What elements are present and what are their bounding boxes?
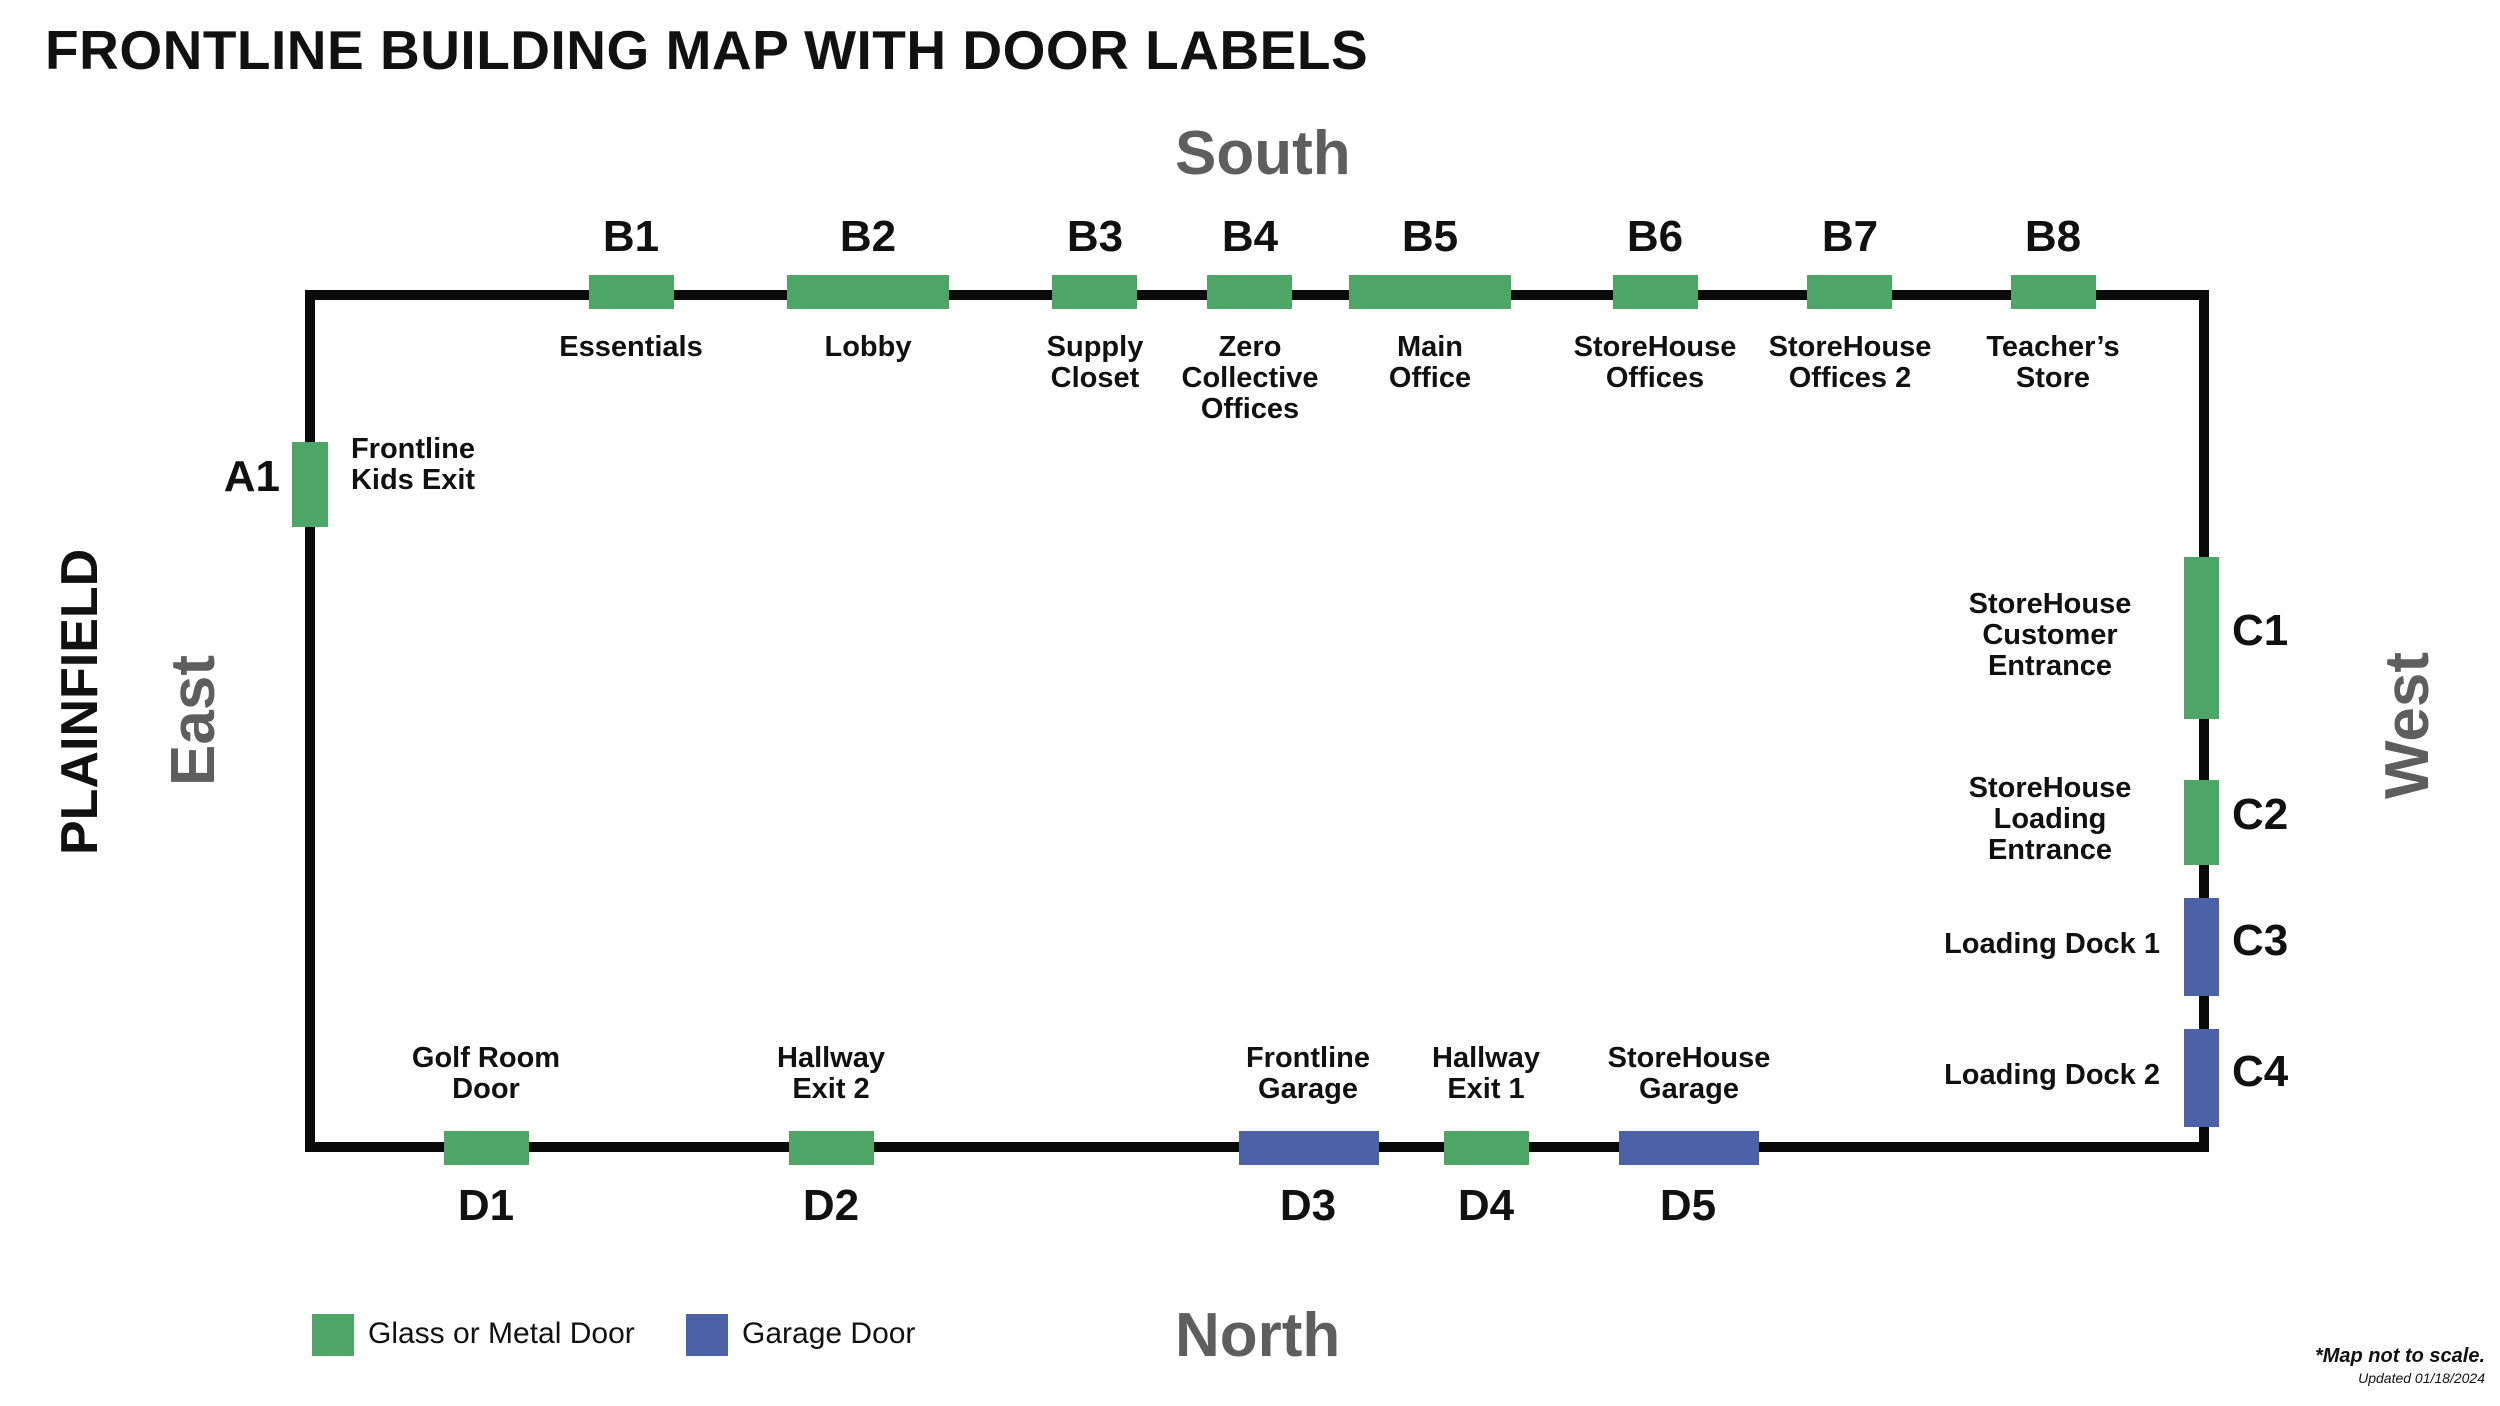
door-label-b4: Zero Collective Offices	[1181, 331, 1319, 425]
scale-footnote: *Map not to scale.	[2314, 1345, 2485, 1367]
legend-swatch-glass-metal	[312, 1314, 354, 1356]
door-code-b2: B2	[839, 212, 897, 261]
door-d3[interactable]	[1239, 1131, 1379, 1165]
door-code-b4: B4	[1221, 212, 1279, 261]
door-d4[interactable]	[1444, 1131, 1529, 1165]
door-c1[interactable]	[2184, 557, 2219, 719]
legend-label-glass-metal: Glass or Metal Door	[368, 1317, 635, 1350]
updated-date: Updated 01/18/2024	[2358, 1370, 2485, 1386]
door-label-b7: StoreHouse Offices 2	[1768, 331, 1932, 394]
door-label-d1: Golf Room Door	[411, 1042, 561, 1105]
door-b8[interactable]	[2011, 275, 2096, 309]
door-b3[interactable]	[1052, 275, 1137, 309]
door-code-b3: B3	[1066, 212, 1124, 261]
door-code-c1: C1	[2232, 606, 2289, 655]
door-label-b5: Main Office	[1388, 331, 1472, 394]
door-code-b8: B8	[2024, 212, 2082, 261]
door-label-c4: Loading Dock 2	[1944, 1059, 2160, 1091]
door-c2[interactable]	[2184, 780, 2219, 865]
door-b4[interactable]	[1207, 275, 1292, 309]
door-d2[interactable]	[789, 1131, 874, 1165]
door-c4[interactable]	[2184, 1029, 2219, 1127]
door-code-c4: C4	[2232, 1047, 2289, 1096]
door-d1[interactable]	[444, 1131, 529, 1165]
door-code-c3: C3	[2232, 916, 2289, 965]
compass-south-label: South	[1175, 119, 1351, 188]
door-label-b6: StoreHouse Offices	[1573, 331, 1737, 394]
door-label-c1: StoreHouse Customer Entrance	[1968, 588, 2132, 682]
door-label-d3: Frontline Garage	[1245, 1042, 1371, 1105]
door-code-d4: D4	[1457, 1181, 1515, 1230]
compass-west-label: West	[2373, 651, 2443, 800]
door-code-b1: B1	[602, 212, 660, 261]
door-label-b2: Lobby	[824, 331, 912, 363]
door-code-b6: B6	[1626, 212, 1684, 261]
page-title: FRONTLINE BUILDING MAP WITH DOOR LABELS	[45, 19, 1369, 81]
street-label: PLAINFIELD	[51, 548, 109, 855]
door-code-d1: D1	[457, 1181, 515, 1230]
legend-label-garage: Garage Door	[742, 1317, 916, 1350]
door-b2[interactable]	[787, 275, 949, 309]
door-label-b3: Supply Closet	[1046, 331, 1144, 394]
door-code-d3: D3	[1279, 1181, 1337, 1230]
door-c3[interactable]	[2184, 898, 2219, 996]
door-code-a1: A1	[223, 452, 280, 501]
door-label-d4: Hallway Exit 1	[1432, 1042, 1540, 1105]
door-a1[interactable]	[292, 442, 328, 527]
door-b6[interactable]	[1613, 275, 1698, 309]
door-code-b5: B5	[1401, 212, 1459, 261]
door-code-d5: D5	[1659, 1181, 1717, 1230]
door-b1[interactable]	[589, 275, 674, 309]
door-code-d2: D2	[802, 1181, 860, 1230]
legend-swatch-garage	[686, 1314, 728, 1356]
door-label-d2: Hallway Exit 2	[777, 1042, 885, 1105]
door-d5[interactable]	[1619, 1131, 1759, 1165]
door-label-b1: Essentials	[559, 331, 703, 363]
door-label-c3: Loading Dock 1	[1944, 928, 2160, 960]
door-code-b7: B7	[1821, 212, 1879, 261]
compass-north-label: North	[1175, 1301, 1341, 1370]
compass-east-label: East	[158, 655, 228, 786]
door-label-d5: StoreHouse Garage	[1607, 1042, 1771, 1105]
door-b5[interactable]	[1349, 275, 1511, 309]
door-label-a1: Frontline Kids Exit	[350, 433, 476, 496]
door-b7[interactable]	[1807, 275, 1892, 309]
door-label-c2: StoreHouse Loading Entrance	[1968, 772, 2132, 866]
door-code-c2: C2	[2232, 790, 2289, 839]
door-label-b8: Teacher’s Store	[1986, 331, 2120, 394]
